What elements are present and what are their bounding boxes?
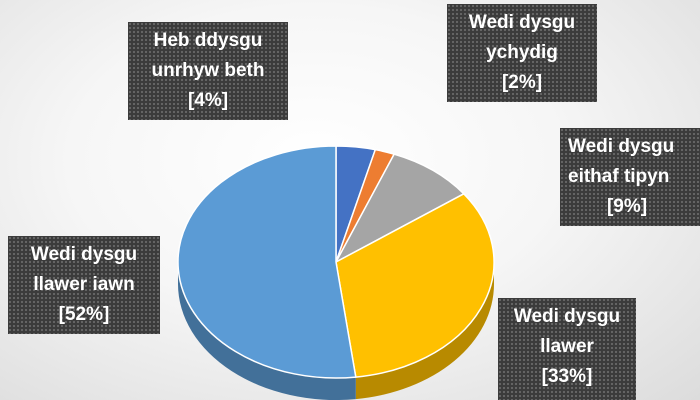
slice-llawer (335, 193, 495, 378)
label-line2: unrhyw beth (151, 60, 265, 81)
slice-label-eithaf-tipyn: Wedi dysgu eithaf tipyn [9%] (560, 128, 700, 226)
pie-slices (177, 145, 495, 379)
label-line1: Wedi dysgu (468, 12, 576, 33)
label-value: [4%] (187, 90, 229, 111)
label-line1: Wedi dysgu (568, 136, 675, 157)
label-value: [52%] (58, 304, 110, 325)
slice-side-llawer-iawn (178, 262, 356, 400)
slice-eithaf-tipyn (335, 153, 465, 263)
label-line1: Wedi dysgu (30, 244, 138, 265)
slice-label-llawer: Wedi dysgu llawer [33%] (498, 298, 636, 400)
slice-llawer-iawn (177, 145, 357, 379)
slice-side-llawer (355, 262, 495, 400)
label-line2: llawer (540, 336, 594, 357)
label-line2: llawer iawn (33, 274, 135, 295)
slice-label-heb-ddysgu: Heb ddysgu unrhyw beth [4%] (128, 22, 288, 120)
label-line1: Wedi dysgu (513, 306, 621, 327)
label-line2: ychydig (486, 42, 558, 63)
label-value: [9%] (606, 196, 648, 217)
label-value: [33%] (541, 366, 593, 387)
slice-label-llawer-iawn: Wedi dysgu llawer iawn [52%] (8, 236, 160, 334)
label-line1: Heb ddysgu (153, 30, 263, 51)
label-value: [2%] (501, 72, 543, 93)
label-line2: eithaf tipyn (568, 166, 670, 187)
pie-sides (178, 262, 495, 400)
slice-label-ychydig: Wedi dysgu ychydig [2%] (447, 4, 597, 102)
